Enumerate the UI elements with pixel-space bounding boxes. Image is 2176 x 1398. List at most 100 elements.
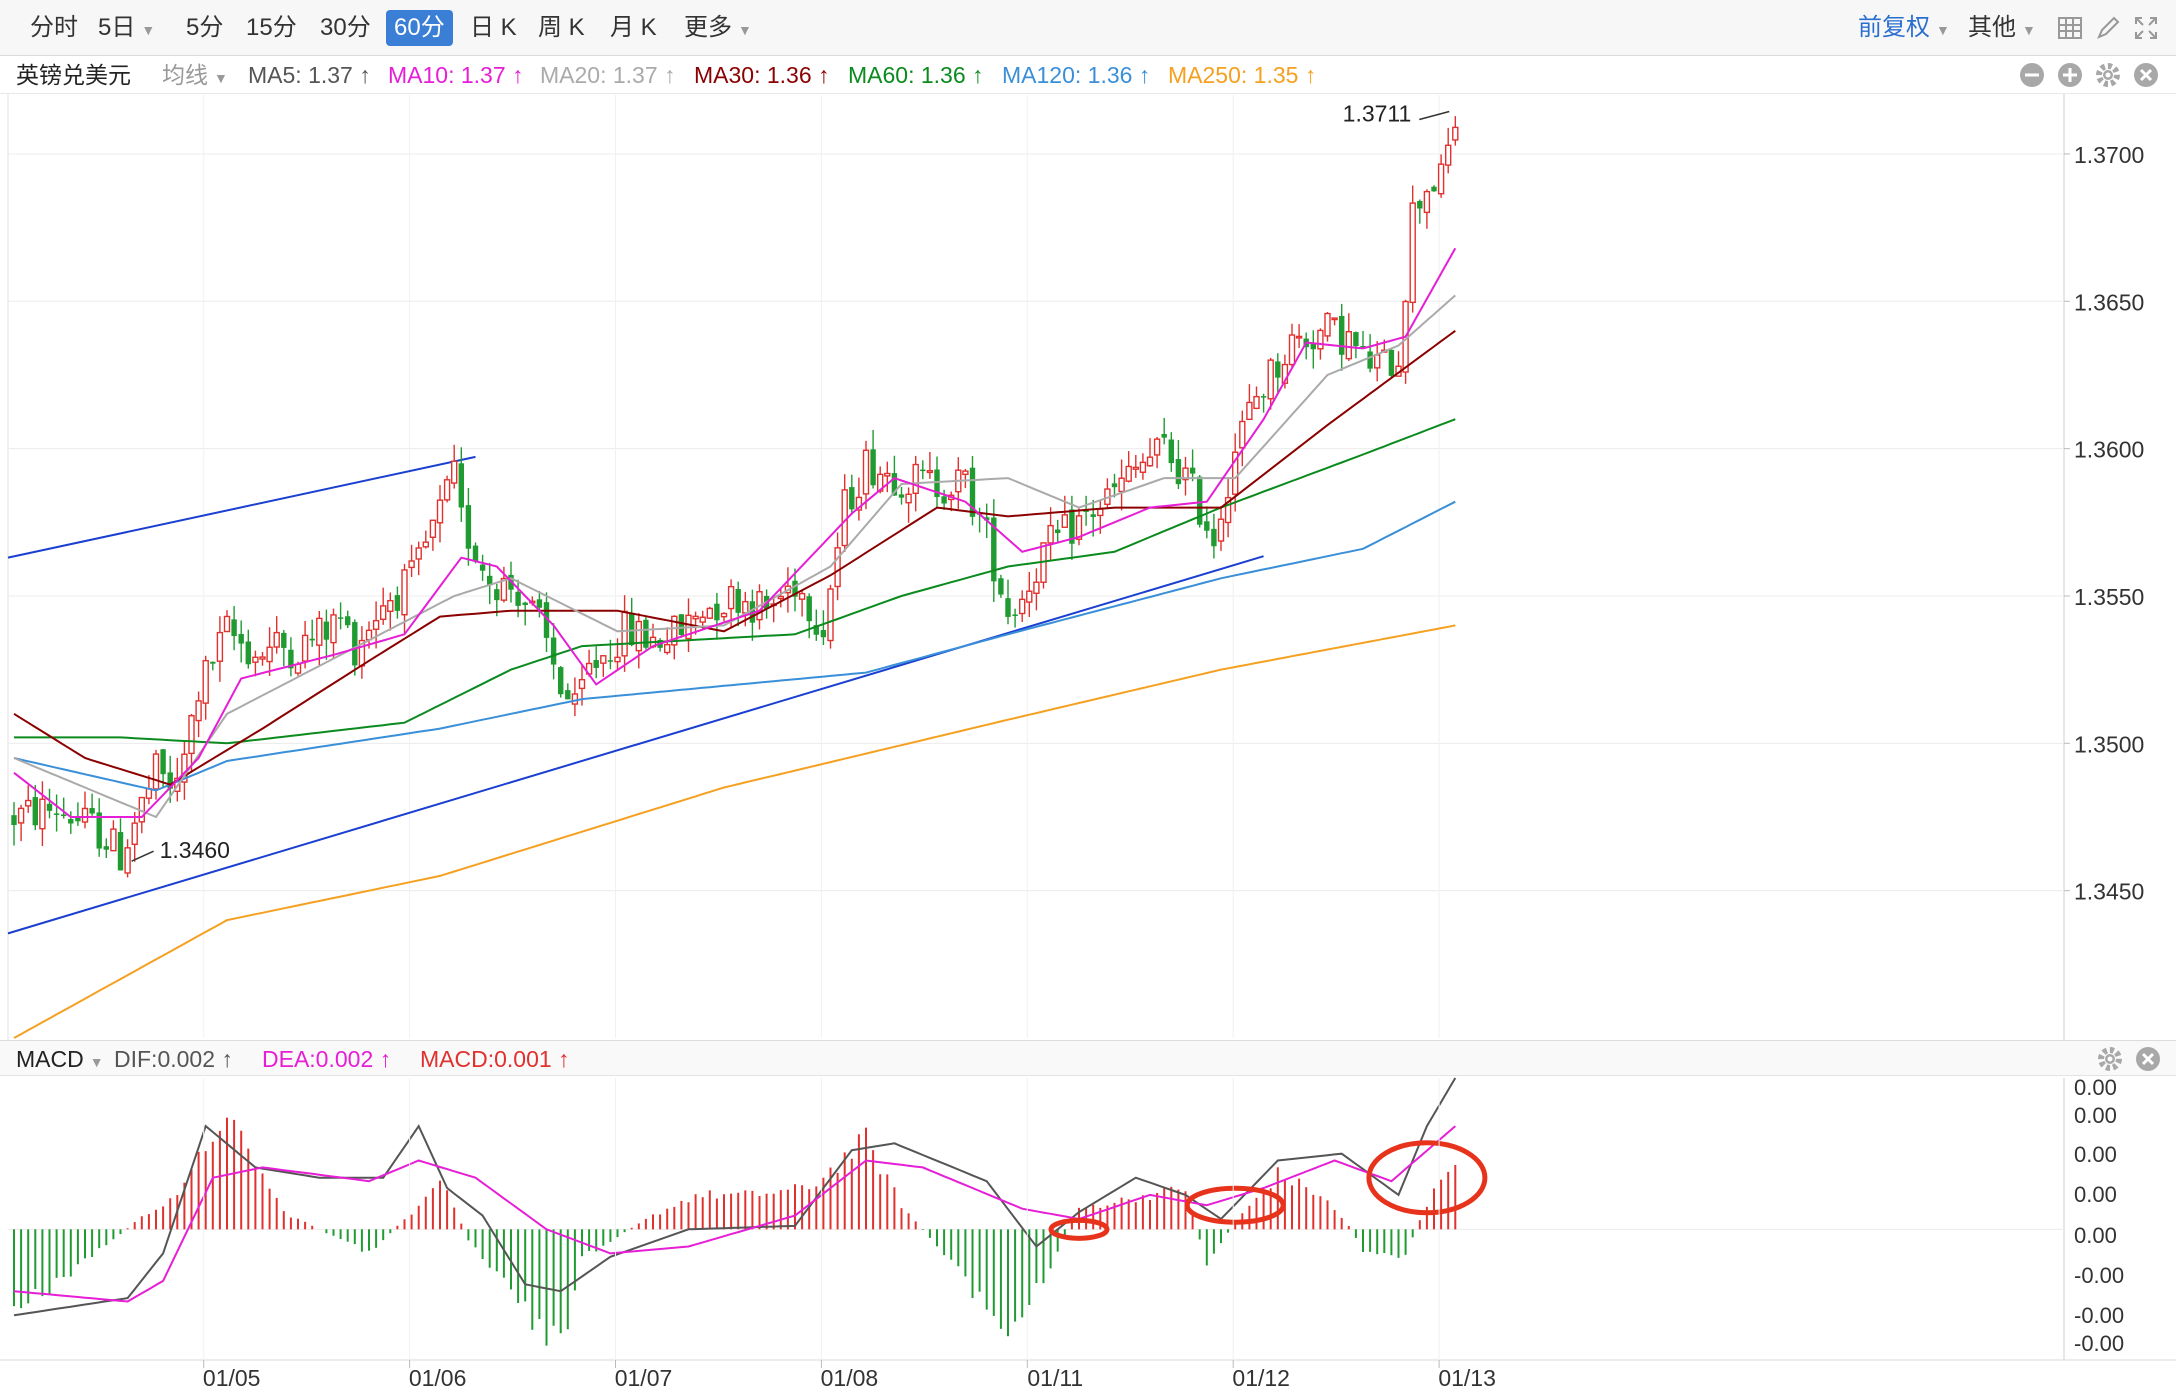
candle-body bbox=[387, 599, 394, 613]
candle-body bbox=[614, 656, 621, 663]
candle-body bbox=[629, 612, 635, 646]
macd-tick-label: 0.00 bbox=[2074, 1142, 2117, 1167]
candle-body bbox=[39, 798, 46, 830]
candle-body bbox=[436, 499, 444, 524]
candle-body bbox=[394, 595, 401, 611]
period-tab[interactable]: 15分 bbox=[238, 10, 305, 46]
period-tab[interactable]: 周 K bbox=[530, 10, 593, 46]
candle-body bbox=[345, 616, 351, 626]
candle-body bbox=[536, 599, 543, 608]
candle-body bbox=[202, 659, 209, 704]
highlight-circle bbox=[1184, 1185, 1286, 1225]
main-legend: 英镑兑美元 均线 ▼ MA5: 1.37 ↑ MA10: 1.37 ↑ MA20: 1… bbox=[0, 56, 2176, 94]
candle-body bbox=[17, 807, 25, 824]
candle-body bbox=[443, 479, 451, 501]
candle-body bbox=[337, 617, 344, 619]
period-tab[interactable]: 日 K bbox=[462, 10, 525, 46]
candle-body bbox=[884, 472, 891, 477]
period-tab[interactable]: 5分 bbox=[178, 10, 231, 46]
high-price-label: 1.3711 bbox=[1343, 101, 1412, 127]
candle-body bbox=[1367, 351, 1373, 369]
minus-icon[interactable] bbox=[2018, 61, 2046, 89]
candle-body bbox=[558, 667, 564, 695]
time-tick-label: 01/08 bbox=[821, 1365, 879, 1391]
candle-body bbox=[1204, 521, 1210, 531]
candle-body bbox=[749, 601, 756, 623]
time-tick-label: 01/13 bbox=[1438, 1365, 1496, 1391]
candle-body bbox=[422, 541, 429, 548]
candle-body bbox=[1168, 439, 1174, 464]
candle-body bbox=[1083, 510, 1089, 512]
period-tab[interactable]: 月 K bbox=[602, 10, 665, 46]
candle-body bbox=[607, 660, 614, 662]
candle-body bbox=[451, 460, 458, 484]
candle-body bbox=[160, 749, 166, 775]
time-tick-label: 01/06 bbox=[409, 1365, 467, 1391]
candle-body bbox=[380, 605, 387, 620]
candle-body bbox=[820, 630, 827, 638]
macd-tick-label: -0.00 bbox=[2074, 1331, 2124, 1356]
macd-indicator-dropdown[interactable]: MACD ▼ bbox=[16, 1044, 104, 1077]
candle-body bbox=[429, 519, 437, 539]
candle-body bbox=[1275, 361, 1281, 378]
candle-body bbox=[1331, 317, 1338, 321]
legend-item: MA30: 1.36 ↑ bbox=[694, 62, 830, 88]
candle-body bbox=[1360, 346, 1366, 348]
period-tab[interactable]: 30分 bbox=[312, 10, 379, 46]
grid-layout-icon[interactable] bbox=[2056, 14, 2084, 42]
period-tab[interactable]: 60分 bbox=[386, 10, 453, 46]
candle-body bbox=[1353, 332, 1359, 347]
candle-body bbox=[89, 808, 95, 814]
plus-icon[interactable] bbox=[2056, 61, 2084, 89]
adjust-label: 前复权 bbox=[1858, 14, 1930, 41]
candle-body bbox=[692, 615, 699, 620]
period-tab[interactable]: 分时 bbox=[22, 10, 86, 46]
candle-body bbox=[1388, 349, 1395, 376]
close-icon[interactable] bbox=[2132, 61, 2160, 89]
draw-pen-icon[interactable] bbox=[2094, 14, 2122, 42]
gear-icon[interactable] bbox=[2094, 61, 2122, 89]
candle-body bbox=[1146, 456, 1154, 467]
other-dropdown[interactable]: 其他 ▼ bbox=[1968, 10, 2036, 46]
candle-body bbox=[926, 470, 934, 474]
candle-body bbox=[301, 634, 309, 662]
macd-tick-label: 0.00 bbox=[2074, 1182, 2117, 1207]
candle-body bbox=[862, 449, 870, 495]
chevron-down-icon: ▼ bbox=[2022, 22, 2036, 38]
macd-axis: 0.00 0.00 0.00 0.00 0.00 -0.00 -0.00 -0.00 bbox=[2074, 1075, 2124, 1356]
candle-body bbox=[969, 467, 976, 517]
candle-body bbox=[1253, 395, 1260, 410]
candle-body bbox=[621, 610, 628, 657]
period-tab[interactable]: 更多 ▼ bbox=[676, 10, 760, 46]
candle-body bbox=[281, 632, 287, 648]
candle-body bbox=[522, 602, 528, 606]
candle-body bbox=[1033, 581, 1040, 594]
candle-body bbox=[1111, 483, 1118, 488]
period-tab-label: 月 K bbox=[610, 14, 657, 41]
macd-tick-label: 0.00 bbox=[2074, 1223, 2117, 1248]
candle-body bbox=[727, 585, 735, 610]
candle-body bbox=[61, 814, 67, 817]
ma-line bbox=[13, 500, 1456, 792]
ma-type-dropdown[interactable]: 均线 ▼ bbox=[162, 60, 228, 93]
candle-body bbox=[849, 487, 855, 510]
price-tick-label: 1.3650 bbox=[2074, 289, 2144, 315]
candle-body bbox=[578, 678, 586, 690]
candle-body bbox=[1189, 467, 1196, 474]
fullscreen-icon[interactable] bbox=[2132, 14, 2160, 42]
candle-body bbox=[991, 517, 997, 582]
candle-body bbox=[323, 621, 330, 640]
period-tab-label: 5日 bbox=[98, 14, 136, 41]
period-tab[interactable]: 5日 ▼ bbox=[90, 10, 163, 46]
candle-body bbox=[1153, 438, 1161, 456]
candle-body bbox=[635, 620, 642, 652]
candle-body bbox=[515, 591, 521, 606]
time-tick-label: 01/07 bbox=[615, 1365, 673, 1391]
candle-body bbox=[401, 569, 408, 616]
adjust-dropdown[interactable]: 前复权 ▼ bbox=[1858, 10, 1950, 46]
close-icon[interactable] bbox=[2134, 1045, 2162, 1073]
macd-tick-label: 0.00 bbox=[2074, 1103, 2117, 1128]
candle-body bbox=[1175, 459, 1182, 485]
gear-icon[interactable] bbox=[2096, 1045, 2124, 1073]
candle-body bbox=[11, 815, 17, 826]
